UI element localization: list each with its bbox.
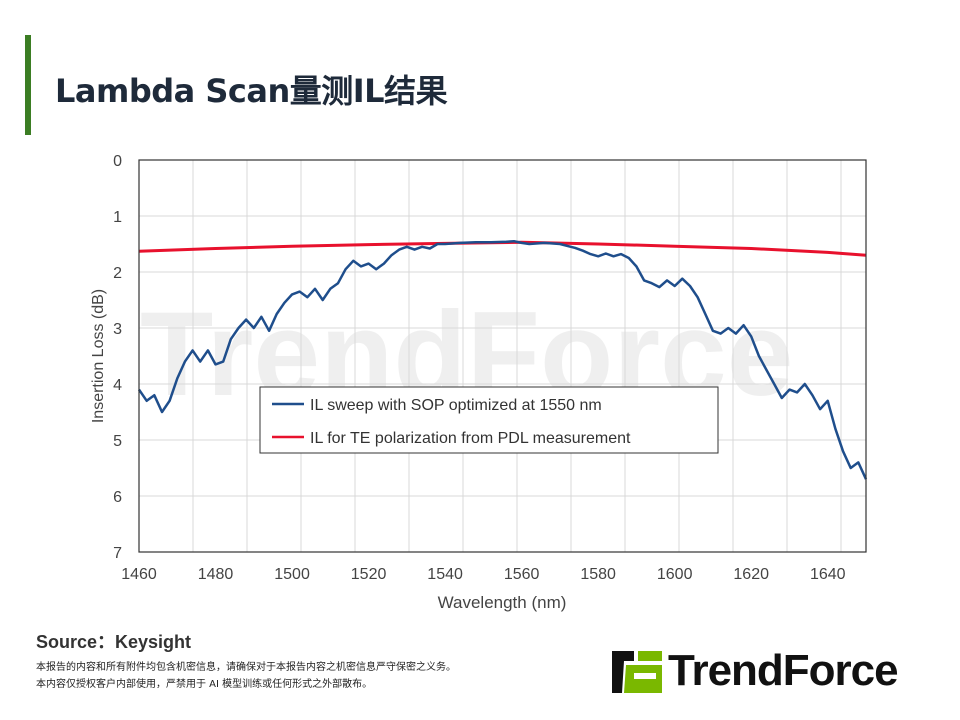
grid xyxy=(139,160,866,552)
disclaimer-line-2: 本内容仅授权客户内部使用，严禁用于 AI 模型训练或任何形式之外部散布。 xyxy=(36,679,373,690)
y-tick-label: 1 xyxy=(113,209,122,226)
x-tick-label: 1520 xyxy=(351,566,387,583)
x-tick-label: 1500 xyxy=(274,566,310,583)
x-tick-label: 1620 xyxy=(733,566,769,583)
y-tick-label: 5 xyxy=(113,433,122,450)
plot-frame xyxy=(138,159,867,553)
legend-label-blue: IL sweep with SOP optimized at 1550 nm xyxy=(310,397,602,414)
page-title: Lambda Scan量测IL结果 xyxy=(55,72,448,110)
title-accent-bar xyxy=(25,35,31,135)
x-tick-label: 1460 xyxy=(121,566,157,583)
source-label: Source：Keysight xyxy=(36,632,192,652)
x-tick-label: 1640 xyxy=(810,566,846,583)
x-axis-label: Wavelength (nm) xyxy=(438,593,567,612)
disclaimer-line-1: 本报告的内容和所有附件均包含机密信息，请确保对于本报告内容之机密信息严守保密之义… xyxy=(36,662,456,673)
legend: IL sweep with SOP optimized at 1550 nm I… xyxy=(259,386,719,454)
y-tick-label: 0 xyxy=(113,153,122,170)
series-line-il-sweep xyxy=(137,239,868,480)
x-tick-label: 1560 xyxy=(504,566,540,583)
series-line-te-polarization xyxy=(138,240,867,257)
legend-label-red: IL for TE polarization from PDL measurem… xyxy=(310,430,631,447)
y-axis-label: Insertion Loss (dB) xyxy=(90,289,107,423)
x-tick-label: 1600 xyxy=(657,566,693,583)
x-tick-label: 1540 xyxy=(427,566,463,583)
x-tick-label: 1580 xyxy=(580,566,616,583)
y-tick-label: 4 xyxy=(113,377,122,394)
logo-text: TrendForce xyxy=(668,646,899,695)
y-tick-label: 6 xyxy=(113,489,122,506)
trendforce-logo: TrendForce xyxy=(612,646,899,696)
x-tick-label: 1480 xyxy=(198,566,234,583)
y-tick-label: 2 xyxy=(113,265,122,282)
y-tick-label: 7 xyxy=(113,545,122,562)
trendforce-logo-icon xyxy=(612,651,662,693)
y-tick-label: 3 xyxy=(113,321,122,338)
